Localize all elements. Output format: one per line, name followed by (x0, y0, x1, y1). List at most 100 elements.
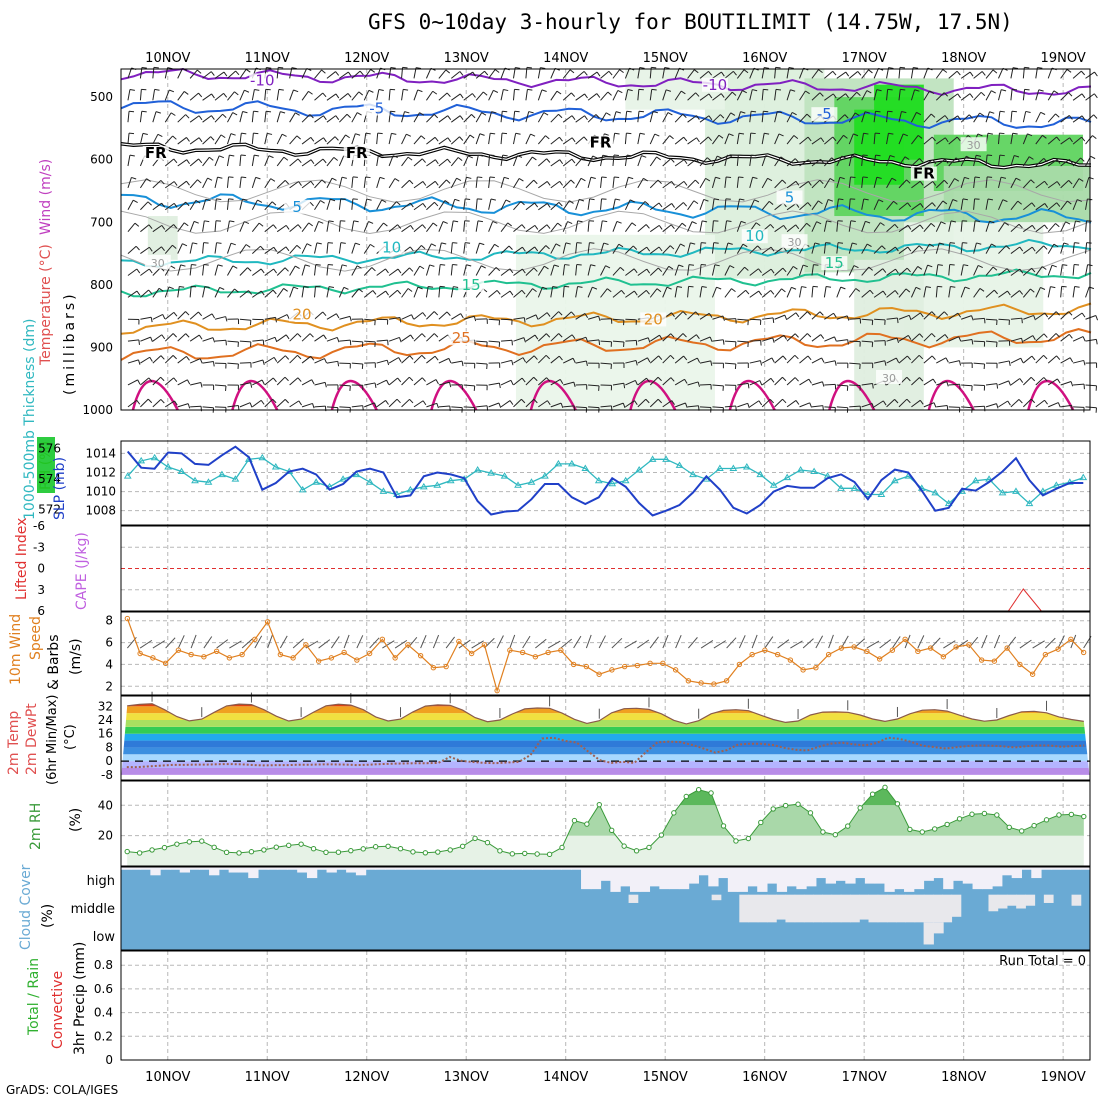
wind-barb-flag (355, 134, 360, 136)
wind-barb (302, 403, 312, 406)
wind-barb (327, 221, 329, 232)
rh2m-point (1019, 829, 1023, 833)
wind-barb-flag (325, 359, 327, 364)
cloud-cell (659, 867, 669, 889)
wind-barb (1061, 358, 1071, 363)
wind-barb-flag (273, 290, 276, 294)
wind-barb-flag (336, 314, 339, 318)
wind-barb (974, 406, 985, 407)
wind-barb-flag (841, 287, 846, 289)
cloud-cell (850, 895, 860, 923)
wind-barb (799, 333, 807, 341)
rh2m-point (200, 839, 204, 843)
wind-barb-flag (471, 114, 475, 118)
wind-barb (364, 290, 373, 297)
wind-barb-flag (226, 317, 227, 322)
rh2m-point (1032, 823, 1036, 827)
wind-barb-flag (292, 68, 297, 69)
wind-barb (414, 225, 422, 232)
wind-barb-flag (256, 177, 261, 179)
wind-barb (203, 243, 204, 254)
wind-barb-flag (821, 335, 824, 339)
cloud-cell (787, 867, 797, 886)
cloud-cell (718, 867, 728, 878)
wind10m-barb (280, 636, 287, 648)
wind-barb-flag (522, 225, 525, 229)
xtick-top-label: 15NOV (643, 51, 688, 66)
wind-barb (327, 243, 328, 254)
wind-barb (625, 177, 628, 188)
wind-barb (203, 116, 212, 123)
wind-barb (227, 341, 238, 342)
wind-barb (501, 90, 503, 101)
ytick-label: 0.6 (94, 982, 113, 996)
wind-barb-flag (934, 403, 936, 408)
wind-barb (178, 380, 188, 385)
wind-barb (290, 287, 294, 297)
ylabel-part: (m/s) (68, 638, 84, 675)
wind-barb (327, 94, 336, 100)
wind-barb-flag (174, 182, 177, 186)
wind-barb (389, 202, 396, 210)
wind-barb (1011, 111, 1012, 122)
wind-barb-flag (822, 358, 824, 362)
rh2m-point (672, 811, 676, 815)
wind-barb (799, 312, 807, 320)
wind10m-barb (1033, 641, 1045, 648)
ylabel-part: 10m Wind (8, 614, 24, 685)
wind-barb (824, 287, 826, 298)
wind-barb-flag (422, 334, 425, 338)
wind-barb (812, 335, 821, 342)
wind-barb (464, 114, 472, 122)
wind-barb-flag (993, 70, 997, 73)
wind-barb (613, 177, 614, 188)
wind10m-barb (752, 635, 757, 648)
wind-barb-flag (323, 159, 326, 163)
wind-barb-flag (223, 114, 227, 117)
wind-barb (762, 378, 771, 385)
wind-barb (352, 71, 360, 78)
rh2m-point (920, 830, 924, 834)
wind-barb-flag (1000, 155, 1005, 156)
wind-barb (986, 91, 991, 101)
wind-barb (327, 314, 336, 320)
wind-barb (1086, 287, 1090, 297)
rh2m-point (746, 836, 750, 840)
cloud-cell (669, 867, 679, 889)
wind-barb (489, 177, 490, 188)
wind-barb-flag (466, 177, 471, 178)
wind10m-barb (803, 639, 813, 648)
contour-label: FR (145, 144, 167, 162)
wind-barb-flag (751, 155, 756, 156)
wind-barb-flag (198, 312, 201, 316)
wind-barb (414, 401, 423, 407)
wind-barb (402, 89, 404, 100)
wind-barb (178, 312, 186, 320)
wind-barb (339, 135, 345, 144)
wind-barb-flag (751, 111, 756, 112)
wind-barb-flag (515, 111, 520, 112)
wind-barb (737, 403, 747, 407)
wind-barb-flag (572, 116, 575, 120)
wind-barb (799, 287, 801, 298)
contour-label: 15 (462, 276, 481, 294)
wind-barb (190, 93, 198, 100)
wind-barb (824, 384, 835, 385)
wind-barb-flag (359, 92, 363, 95)
wind-barb-flag (508, 223, 512, 226)
wind-barb (215, 243, 217, 254)
wind-barb-flag (808, 356, 811, 360)
wind-barb-flag (572, 159, 575, 163)
rh2m-point (982, 811, 986, 815)
wind-barb-flag (602, 177, 607, 178)
wind-barb-flag (398, 269, 401, 273)
wind-barb (974, 385, 985, 386)
wind-barb (215, 135, 221, 144)
wind-barb-flag (1026, 111, 1031, 112)
wind-barb-flag (269, 156, 274, 158)
wind10m-point (1081, 650, 1085, 654)
wind-barb (625, 133, 626, 144)
rh2m-point (610, 828, 614, 832)
wind-barb (339, 407, 350, 408)
wind-barb-flag (186, 181, 189, 185)
